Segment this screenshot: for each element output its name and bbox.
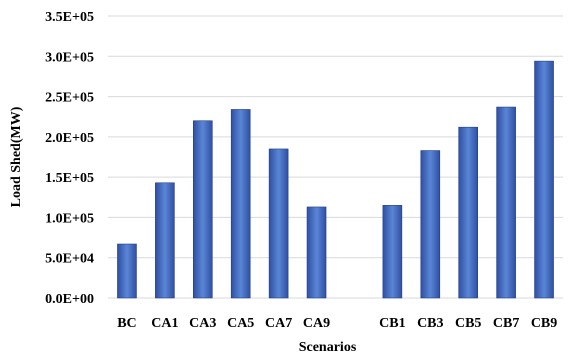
x-tick-label-cb5: CB5 bbox=[455, 316, 481, 331]
y-tick-label: 1.5E+05 bbox=[45, 171, 94, 186]
x-tick-label-ca5: CA5 bbox=[227, 316, 254, 331]
x-axis-title: Scenarios bbox=[299, 340, 357, 355]
y-tick-label: 2.5E+05 bbox=[45, 91, 94, 106]
x-tick-label-ca7: CA7 bbox=[265, 316, 292, 331]
bar-ca9 bbox=[306, 206, 327, 299]
y-axis-ticks: 0.0E+00 5.0E+04 1.0E+05 1.5E+05 2.0E+05 2.5E+… bbox=[45, 10, 94, 307]
bar-cb5 bbox=[458, 126, 479, 299]
x-tick-label-cb7: CB7 bbox=[493, 316, 519, 331]
bar-cb7 bbox=[496, 106, 516, 299]
y-tick-label: 3.0E+05 bbox=[45, 50, 94, 65]
x-tick-label-bc: BC bbox=[117, 316, 136, 331]
bar-cb3 bbox=[420, 150, 441, 299]
bar-ca1 bbox=[155, 182, 175, 299]
bar-ca3 bbox=[192, 120, 213, 299]
x-tick-label-ca3: CA3 bbox=[189, 316, 216, 331]
bar-ca5 bbox=[230, 109, 251, 299]
bar-cb9 bbox=[534, 60, 554, 299]
x-axis-ticks: BC CA1 CA3 CA5 CA7 CA9 CB1 CB3 CB5 CB7 CB9 bbox=[117, 316, 557, 331]
y-axis-title: Load Shed(MW) bbox=[9, 106, 24, 207]
y-tick-label: 1.0E+05 bbox=[45, 211, 94, 226]
y-tick-label: 3.5E+05 bbox=[45, 10, 94, 25]
bar-cb1 bbox=[382, 205, 403, 299]
y-tick-label: 2.0E+05 bbox=[45, 131, 94, 146]
x-tick-label-cb9: CB9 bbox=[531, 316, 557, 331]
bar-ca7 bbox=[268, 148, 289, 299]
y-tick-label: 5.0E+04 bbox=[45, 252, 94, 267]
bar-bc bbox=[117, 243, 137, 299]
gridlines bbox=[108, 15, 563, 299]
x-tick-label-cb3: CB3 bbox=[417, 316, 443, 331]
bars bbox=[117, 60, 554, 299]
x-tick-label-ca9: CA9 bbox=[303, 316, 330, 331]
y-tick-label: 0.0E+00 bbox=[45, 292, 94, 307]
x-tick-label-cb1: CB1 bbox=[379, 316, 405, 331]
x-tick-label-ca1: CA1 bbox=[151, 316, 178, 331]
